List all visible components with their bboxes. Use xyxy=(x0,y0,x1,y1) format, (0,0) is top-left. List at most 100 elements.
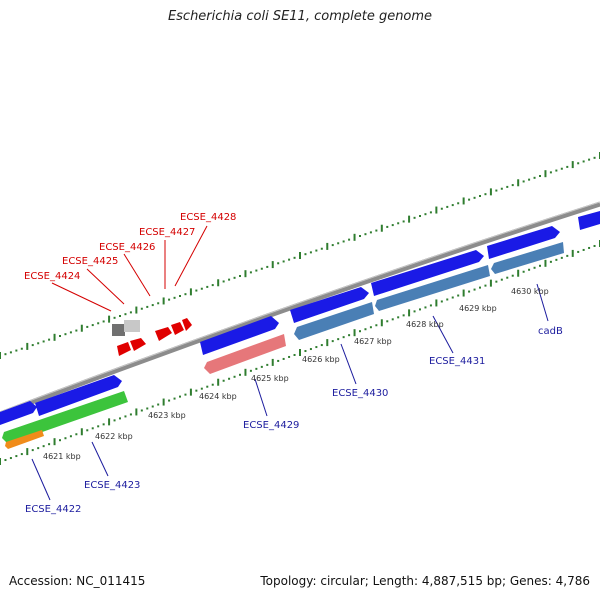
track-dot xyxy=(48,338,51,341)
track-dot xyxy=(375,324,378,327)
track-dot xyxy=(140,409,143,412)
track-dot xyxy=(75,433,78,436)
track-dot xyxy=(473,196,476,199)
track-dot xyxy=(522,180,525,183)
track-dot xyxy=(375,229,378,232)
track-dot xyxy=(549,260,552,263)
track-dot xyxy=(309,348,312,351)
gene-red[interactable] xyxy=(182,318,192,331)
track-dot xyxy=(364,233,367,236)
track-dot xyxy=(75,329,78,332)
gene-labels-upper: ECSE_4424 ECSE_4425 ECSE_4426 ECSE_4427 … xyxy=(24,212,236,282)
track-dot xyxy=(42,445,45,448)
track-dot xyxy=(593,156,596,159)
track-dot xyxy=(304,350,307,353)
track-tick xyxy=(544,259,547,267)
gene-orange[interactable] xyxy=(5,430,44,449)
gene-label-ecse-4426[interactable]: ECSE_4426 xyxy=(99,242,155,253)
track-tick xyxy=(135,306,138,314)
tick-labels: 4621 kbp 4622 kbp 4623 kbp 4624 kbp 4625… xyxy=(43,287,549,461)
gene-label-ecse-4427[interactable]: ECSE_4427 xyxy=(139,227,195,238)
track-dot xyxy=(348,238,351,241)
gene-label-ecse-4431[interactable]: ECSE_4431 xyxy=(429,356,485,367)
track-dot xyxy=(119,417,121,420)
gene-label-cadb[interactable]: cadB xyxy=(538,326,563,337)
gene-forward[interactable] xyxy=(578,211,600,230)
track-dot xyxy=(342,336,345,339)
genome-backbone xyxy=(0,201,600,417)
track-dot xyxy=(200,387,203,390)
inner-dotted-track xyxy=(0,240,600,465)
track-dot xyxy=(533,176,536,179)
gene-forward[interactable] xyxy=(0,401,37,425)
track-dot xyxy=(309,251,312,254)
gene-label-ecse-4425[interactable]: ECSE_4425 xyxy=(62,256,118,267)
gene-forward[interactable] xyxy=(371,250,484,296)
track-dot xyxy=(315,346,318,349)
track-dot xyxy=(397,316,400,319)
track-dot xyxy=(555,169,558,172)
track-tick xyxy=(462,197,465,205)
track-dot xyxy=(331,244,334,247)
track-dot xyxy=(86,429,89,432)
track-tick xyxy=(408,309,411,317)
gene-reverse[interactable] xyxy=(491,242,564,274)
track-dot xyxy=(386,320,389,323)
gene-label-ecse-4422[interactable]: ECSE_4422 xyxy=(25,504,81,515)
gene-label-ecse-4424[interactable]: ECSE_4424 xyxy=(24,271,80,282)
gene-label-ecse-4423[interactable]: ECSE_4423 xyxy=(84,480,140,491)
gene-forward[interactable] xyxy=(35,375,122,416)
track-dot xyxy=(15,455,18,458)
track-dot xyxy=(582,248,585,251)
gene-label-ecse-4428[interactable]: ECSE_4428 xyxy=(180,212,236,223)
gene-red[interactable] xyxy=(117,342,131,356)
track-tick xyxy=(544,170,547,178)
reverse-genes xyxy=(2,242,564,449)
track-dot xyxy=(495,280,498,283)
track-tick xyxy=(571,161,574,169)
track-dot xyxy=(129,413,132,416)
track-dot xyxy=(533,266,536,269)
track-tick xyxy=(353,233,356,241)
track-dot xyxy=(157,302,160,305)
track-dot xyxy=(239,373,241,376)
track-dot xyxy=(86,325,89,328)
track-dot xyxy=(429,211,432,214)
tick-label: 4622 kbp xyxy=(95,432,133,441)
track-dot xyxy=(419,215,421,217)
track-dot xyxy=(446,205,449,208)
track-tick xyxy=(462,289,465,297)
gene-forward[interactable] xyxy=(290,287,369,323)
gene-label-ecse-4429[interactable]: ECSE_4429 xyxy=(243,420,299,431)
gene-forward[interactable] xyxy=(200,316,279,355)
track-dot xyxy=(560,256,563,259)
track-dot xyxy=(168,399,171,402)
gene-forward[interactable] xyxy=(487,226,560,259)
track-dot xyxy=(506,276,509,279)
track-dot xyxy=(151,304,154,307)
track-tick xyxy=(326,242,329,250)
gene-reverse[interactable] xyxy=(375,265,490,311)
gene-gray[interactable] xyxy=(112,324,125,336)
gene-green[interactable] xyxy=(2,391,128,444)
track-tick xyxy=(435,299,438,307)
gene-red[interactable] xyxy=(130,338,146,351)
track-dot xyxy=(413,216,416,219)
track-dot xyxy=(479,286,481,289)
track-dot xyxy=(402,220,405,223)
track-dot xyxy=(228,377,231,380)
track-tick xyxy=(162,297,165,305)
gene-red[interactable] xyxy=(171,322,184,335)
track-dot xyxy=(157,403,160,406)
tick-label: 4623 kbp xyxy=(148,411,186,420)
gene-label-ecse-4430[interactable]: ECSE_4430 xyxy=(332,388,388,399)
gene-red[interactable] xyxy=(155,327,172,341)
track-dot xyxy=(233,375,236,378)
track-dot xyxy=(288,258,291,261)
gene-gray-light[interactable] xyxy=(124,320,140,332)
track-dot xyxy=(369,231,372,234)
gene-highlight[interactable] xyxy=(204,334,286,374)
gene-reverse[interactable] xyxy=(294,302,374,340)
track-dot xyxy=(451,296,454,299)
track-dot xyxy=(195,389,198,392)
